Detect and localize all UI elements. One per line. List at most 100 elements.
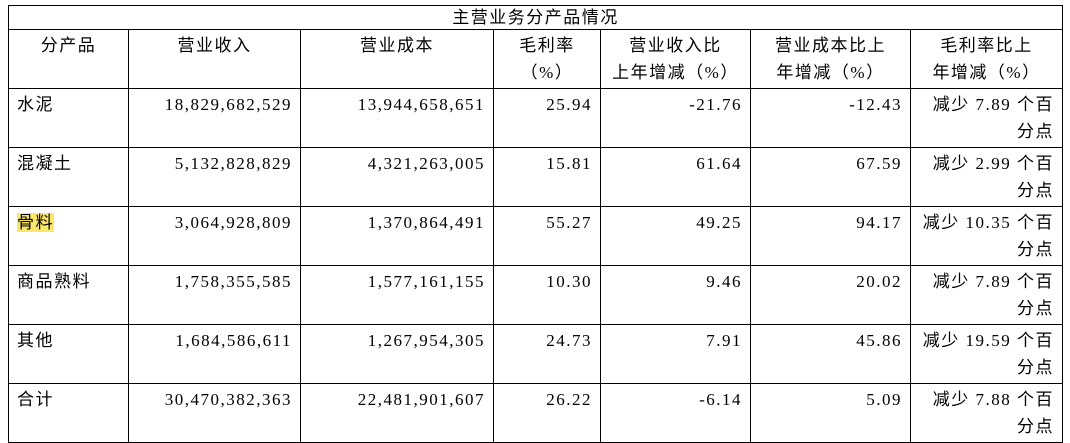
value-cell: -12.43 (750, 88, 911, 148)
value-cell: 减少 19.59 个百分点 (909, 324, 1064, 384)
value-cell: 减少 2.99 个百分点 (909, 147, 1064, 207)
header-cell: 营业成本比上 年增减（%） (750, 29, 911, 89)
value-cell: 1,758,355,585 (128, 265, 301, 325)
cell-text: 水泥 (17, 95, 54, 114)
cell-text: 61.64 (696, 154, 742, 173)
product-cell: 其他 (8, 324, 129, 384)
cell-text: 9.46 (706, 272, 742, 291)
data-row: 合计 30,470,382,363 22,481,901,607 26.22 -6.14… (8, 383, 1064, 443)
product-cell: 混凝土 (8, 147, 129, 207)
value-cell: -21.76 (600, 88, 751, 148)
value-cell: 61.64 (600, 147, 751, 207)
value-cell: 45.86 (750, 324, 911, 384)
value-cell: 18,829,682,529 (128, 88, 301, 148)
header-line: 年增减（%） (776, 63, 885, 82)
header-line: 毛利率 (519, 36, 575, 55)
cell-text: 减少 2.99 个百分点 (932, 154, 1055, 200)
cell-text: 1,684,586,611 (175, 331, 292, 350)
value-cell: 94.17 (750, 206, 911, 266)
cell-text: 45.86 (856, 331, 902, 350)
cell-text: 商品熟料 (17, 272, 91, 291)
header-line: 营业成本 (360, 36, 434, 55)
value-cell: 24.73 (493, 324, 601, 384)
cell-text: 1,758,355,585 (174, 272, 292, 291)
value-cell: 减少 7.88 个百分点 (909, 383, 1064, 443)
cell-text: 94.17 (856, 213, 902, 232)
data-row: 商品熟料 1,758,355,585 1,577,161,155 10.30 9.46 2… (8, 265, 1064, 325)
cell-text: 其他 (17, 331, 54, 350)
cell-text: 1,577,161,155 (367, 272, 485, 291)
cell-text: 15.81 (546, 154, 592, 173)
value-cell: 1,577,161,155 (300, 265, 494, 325)
value-cell: -6.14 (600, 383, 751, 443)
header-line: 上年增减（%） (612, 63, 739, 82)
header-cell: 分产品 (8, 29, 129, 89)
cell-text: 1,267,954,305 (367, 331, 485, 350)
value-cell: 20.02 (750, 265, 911, 325)
cell-text: 55.27 (546, 213, 592, 232)
product-cell: 水泥 (8, 88, 129, 148)
value-cell: 1,267,954,305 (300, 324, 494, 384)
cell-text: 混凝土 (17, 154, 73, 173)
cell-text: 减少 7.89 个百分点 (932, 272, 1055, 318)
cell-text: 4,321,263,005 (367, 154, 485, 173)
cell-text: -21.76 (689, 95, 742, 114)
header-line: 营业成本比上 (775, 36, 886, 55)
value-cell: 1,370,864,491 (300, 206, 494, 266)
cell-text: 26.22 (546, 390, 592, 409)
data-row: 骨料 3,064,928,809 1,370,864,491 55.27 49.25 94… (8, 206, 1064, 266)
cell-text: 13,944,658,651 (357, 95, 485, 114)
header-line: （%） (520, 63, 574, 82)
cell-text: 20.02 (856, 272, 902, 291)
cell-text: -6.14 (699, 390, 742, 409)
value-cell: 减少 7.89 个百分点 (909, 88, 1064, 148)
header-cell: 营业成本 (300, 29, 494, 89)
table-body: 主营业务分产品情况 分产品 营业收入 营业成本 毛利率 （%） 营业收入比 上年增减（%）营… (7, 5, 1064, 443)
cell-text: 24.73 (546, 331, 592, 350)
cell-text: 22,481,901,607 (357, 390, 485, 409)
product-cell: 骨料 (8, 206, 129, 266)
cell-text: 减少 19.59 个百分点 (922, 331, 1055, 377)
data-row: 混凝土 5,132,828,829 4,321,263,005 15.81 61.64 6… (8, 147, 1064, 207)
value-cell: 15.81 (493, 147, 601, 207)
header-cell: 毛利率比上年增减（%） (909, 29, 1064, 89)
value-cell: 30,470,382,363 (128, 383, 301, 443)
value-cell: 49.25 (600, 206, 751, 266)
value-cell: 10.30 (493, 265, 601, 325)
cell-text: 骨料 (17, 213, 54, 232)
value-cell: 55.27 (493, 206, 601, 266)
cell-text: 5.09 (866, 390, 902, 409)
cell-text: 30,470,382,363 (164, 390, 292, 409)
header-line: 毛利率比上 (940, 36, 1033, 55)
product-table: 主营业务分产品情况 分产品 营业收入 营业成本 毛利率 （%） 营业收入比 上年增减（%）营… (7, 5, 1064, 443)
cell-text: 49.25 (696, 213, 742, 232)
cell-text: 3,064,928,809 (174, 213, 292, 232)
cell-text: 减少 7.88 个百分点 (932, 390, 1055, 436)
header-line: 年增减（%） (932, 63, 1041, 82)
value-cell: 26.22 (493, 383, 601, 443)
header-row: 分产品 营业收入 营业成本 毛利率 （%） 营业收入比 上年增减（%） 营业成本比上 年增减（%… (8, 29, 1064, 89)
cell-text: 10.30 (546, 272, 592, 291)
value-cell: 3,064,928,809 (128, 206, 301, 266)
cell-text: -12.43 (849, 95, 902, 114)
value-cell: 5.09 (750, 383, 911, 443)
value-cell: 13,944,658,651 (300, 88, 494, 148)
data-row: 其他 1,684,586,611 1,267,954,305 24.73 7.91 45.… (8, 324, 1064, 384)
cell-text: 合计 (17, 390, 54, 409)
title-row: 主营业务分产品情况 (7, 5, 1064, 30)
header-cell: 毛利率 （%） (493, 29, 601, 89)
value-cell: 1,684,586,611 (128, 324, 301, 384)
value-cell: 减少 10.35 个百分点 (909, 206, 1064, 266)
value-cell: 4,321,263,005 (300, 147, 494, 207)
cell-text: 25.94 (546, 95, 592, 114)
value-cell: 25.94 (493, 88, 601, 148)
value-cell: 7.91 (600, 324, 751, 384)
product-cell: 合计 (8, 383, 129, 443)
value-cell: 22,481,901,607 (300, 383, 494, 443)
cell-text: 7.91 (706, 331, 742, 350)
cell-text: 1,370,864,491 (367, 213, 485, 232)
value-cell: 5,132,828,829 (128, 147, 301, 207)
header-line: 营业收入比 (629, 36, 722, 55)
value-cell: 67.59 (750, 147, 911, 207)
value-cell: 9.46 (600, 265, 751, 325)
